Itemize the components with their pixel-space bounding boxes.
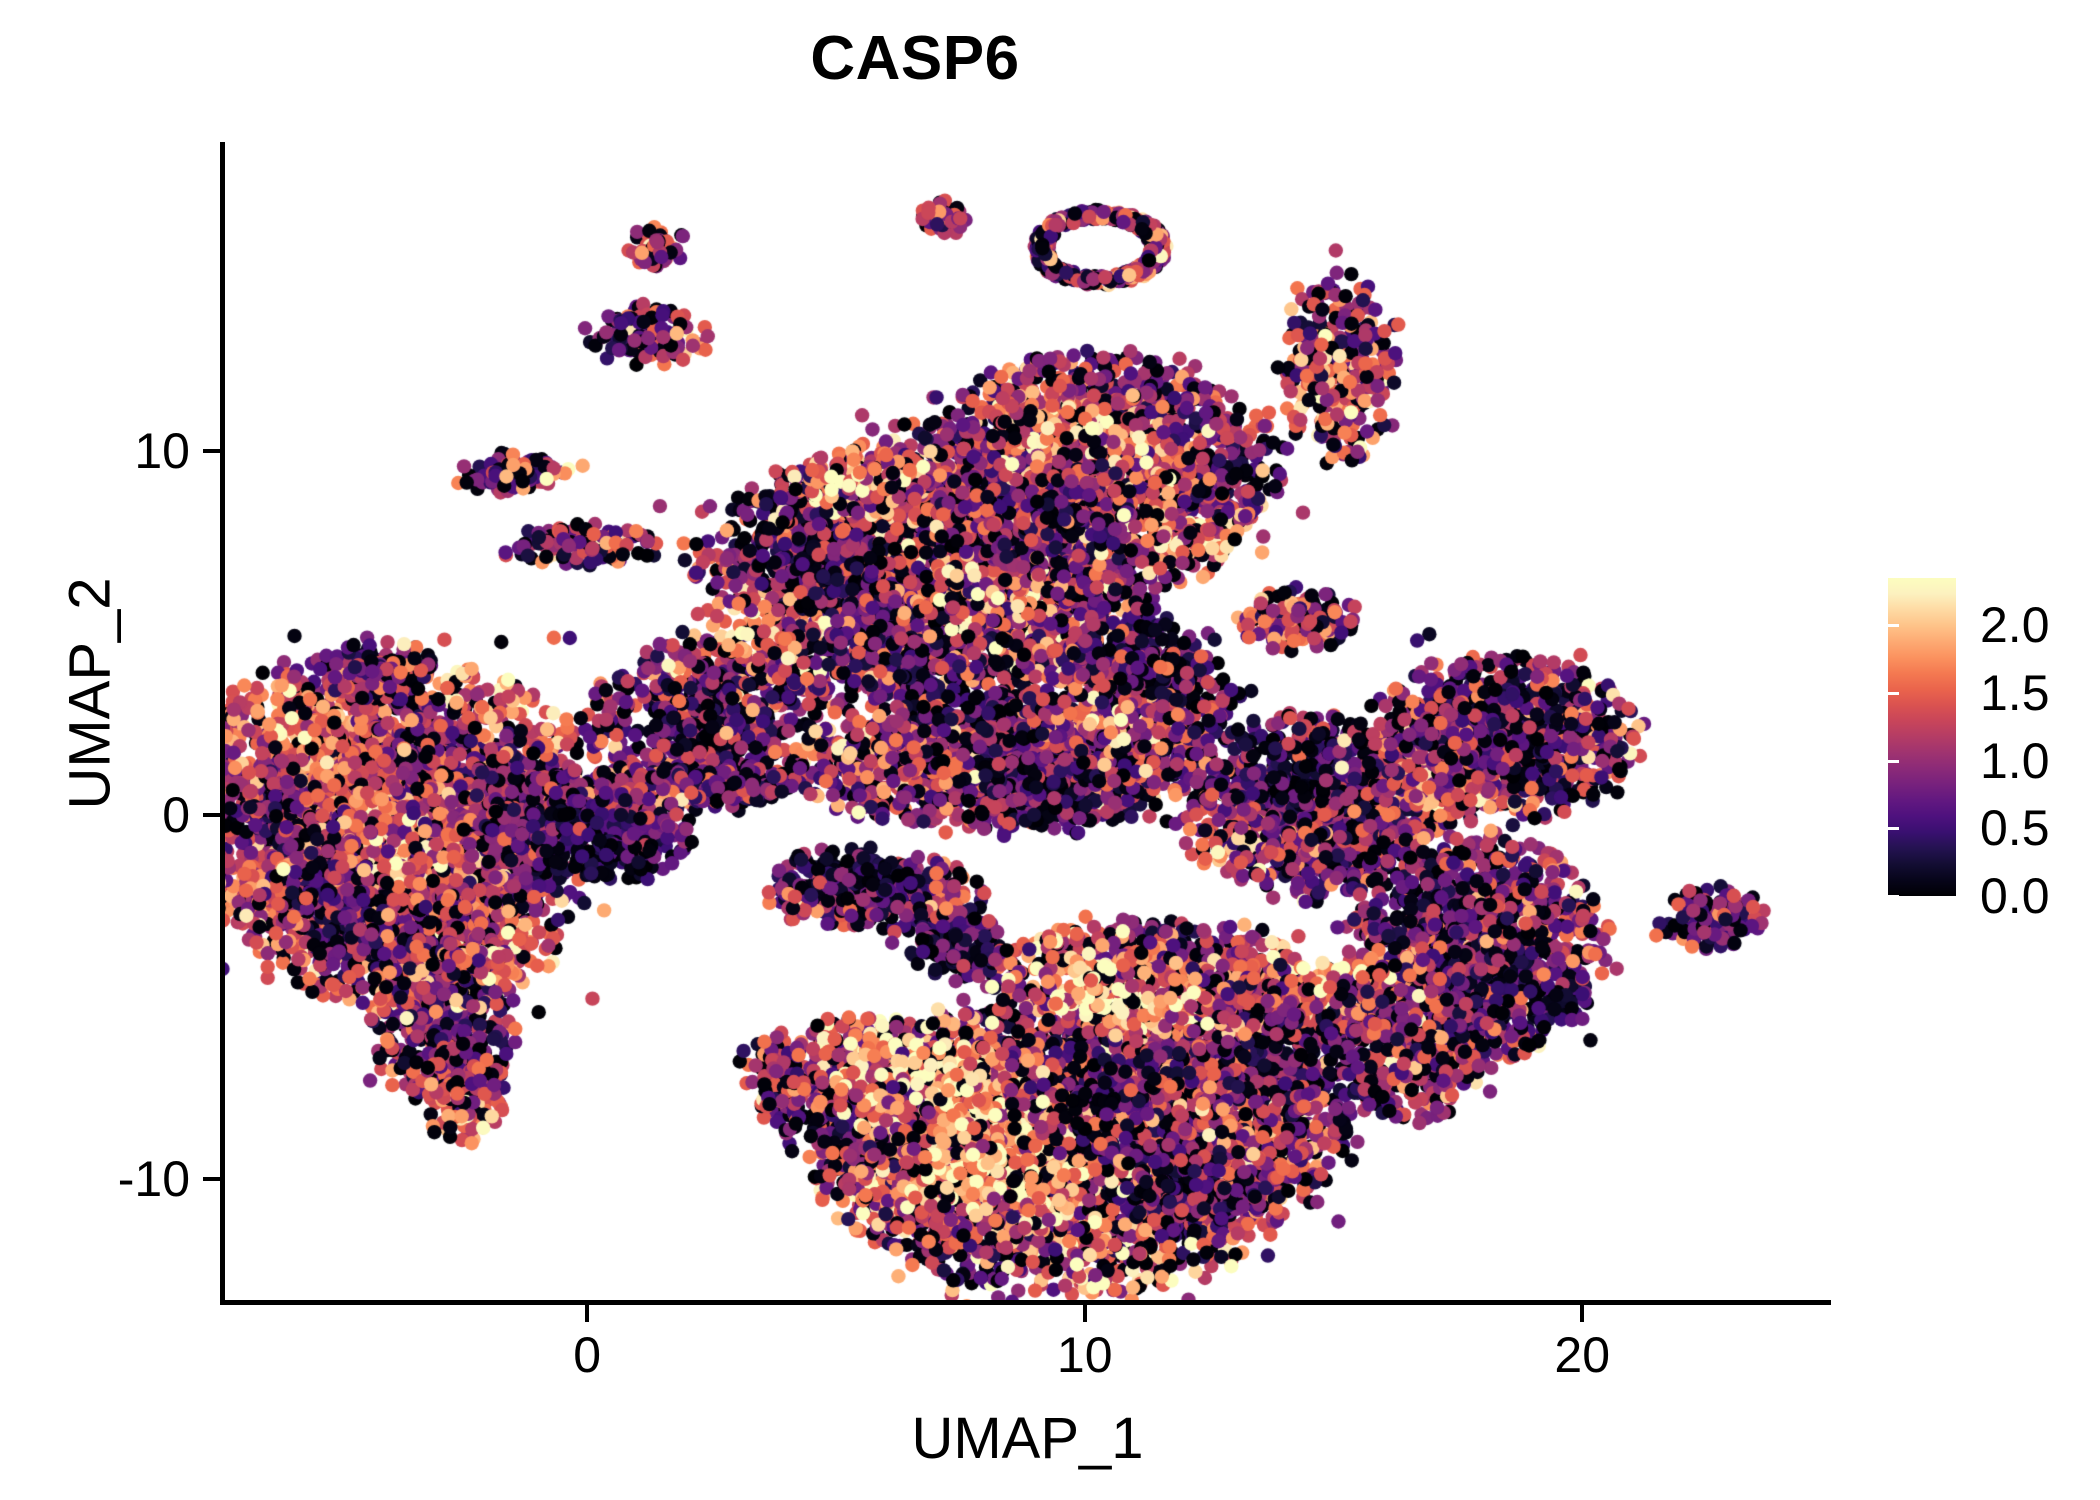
- colorbar-label: 1.0: [1980, 732, 2050, 789]
- colorbar-gradient: [1888, 578, 1956, 896]
- scatter-panel: [224, 142, 1831, 1303]
- x-tick-mark: [585, 1305, 590, 1322]
- colorbar-label: 1.5: [1980, 665, 2050, 722]
- colorbar-label: 2.0: [1980, 597, 2050, 654]
- y-tick-mark: [203, 1177, 220, 1182]
- x-axis-line: [220, 1300, 1831, 1305]
- colorbar-tick-mark: [2077, 827, 2088, 831]
- y-tick-label: 0: [162, 787, 190, 844]
- colorbar-tick-mark: [1888, 827, 1899, 831]
- x-axis-title: UMAP_1: [911, 1406, 1144, 1471]
- y-axis-title: UMAP_2: [57, 577, 123, 810]
- y-tick-mark: [203, 449, 220, 454]
- x-tick-label: 0: [573, 1327, 602, 1383]
- x-tick-mark: [1082, 1305, 1087, 1322]
- colorbar-label: 0.5: [1980, 800, 2050, 857]
- page-title: CASP6: [810, 24, 1020, 93]
- colorbar-legend: 2.0 1.5 1.0 0.5 0.0: [1888, 578, 2088, 921]
- y-axis-line: [220, 142, 225, 1305]
- y-tick-label: 10: [134, 423, 190, 480]
- colorbar-tick-mark: [2077, 624, 2088, 628]
- colorbar-tick-mark: [2077, 692, 2088, 696]
- colorbar-tick-mark: [2077, 759, 2088, 763]
- colorbar-label: 0.0: [1980, 868, 2050, 924]
- y-tick-label: -10: [117, 1151, 190, 1208]
- colorbar-tick-mark: [1888, 895, 1899, 898]
- scatter-points: [224, 142, 1831, 1303]
- x-tick-label: 20: [1554, 1327, 1611, 1383]
- x-tick-mark: [1580, 1305, 1585, 1322]
- colorbar-tick-mark: [1888, 759, 1899, 763]
- colorbar-tick-mark: [1888, 624, 1899, 628]
- colorbar-tick-mark: [1888, 692, 1899, 696]
- colorbar-tick-mark: [2077, 895, 2088, 898]
- y-tick-mark: [203, 813, 220, 818]
- x-tick-label: 10: [1056, 1327, 1113, 1383]
